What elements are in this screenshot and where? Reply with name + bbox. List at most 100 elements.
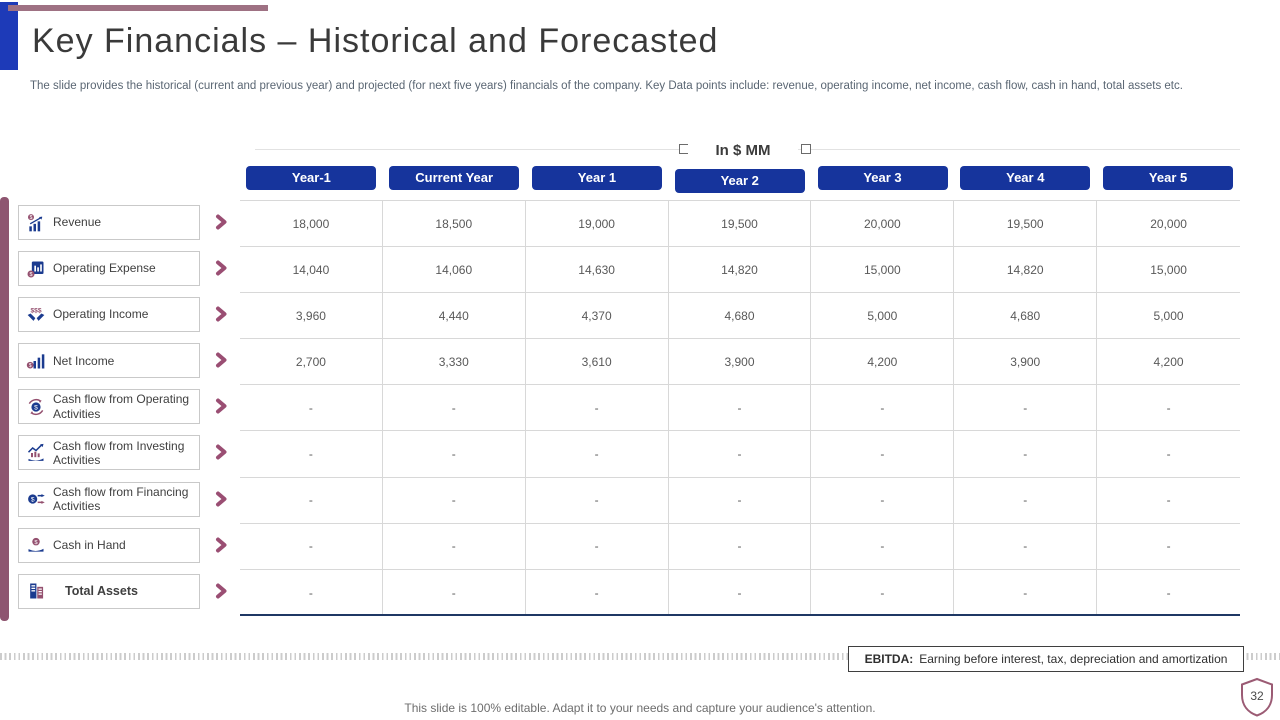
cell-cash-flow-from-financing-activities-year-4[interactable]: - <box>954 477 1098 524</box>
cell-cash-in-hand-year-3[interactable]: - <box>811 523 955 570</box>
column-header-year-1[interactable]: Year-1 <box>246 166 377 190</box>
row-label-operating-income[interactable]: $$$ Operating Income <box>18 297 200 333</box>
cell-operating-income-year-4[interactable]: 4,680 <box>954 293 1098 340</box>
cell-total-assets-year-4[interactable]: - <box>954 569 1098 616</box>
chevron-right-icon <box>214 537 228 553</box>
cell-cash-in-hand-year-1[interactable]: - <box>525 523 669 570</box>
row-label-text: Cash flow from Operating Activities <box>53 392 190 421</box>
row-label-slot: $ Operating Expense <box>18 246 240 292</box>
ebitda-note-box[interactable]: EBITDA: Earning before interest, tax, de… <box>848 646 1244 672</box>
row-label-revenue[interactable]: $ Revenue <box>18 205 200 240</box>
cell-cash-flow-from-financing-activities-current-year[interactable]: - <box>382 477 526 524</box>
cell-cash-flow-from-investing-activities-current-year[interactable]: - <box>382 431 526 478</box>
cell-cash-flow-from-financing-activities-year-2[interactable]: - <box>668 477 812 524</box>
cell-revenue-year-5[interactable]: 20,000 <box>1097 201 1240 248</box>
cell-cash-flow-from-operating-activities-year-1[interactable]: - <box>240 385 383 432</box>
row-label-slot: $ Cash in Hand <box>18 523 240 569</box>
cell-operating-expense-year-2[interactable]: 14,820 <box>668 247 812 294</box>
cell-revenue-year-4[interactable]: 19,500 <box>954 201 1098 248</box>
cell-cash-flow-from-investing-activities-year-3[interactable]: - <box>811 431 955 478</box>
cell-operating-income-year-2[interactable]: 4,680 <box>668 293 812 340</box>
cell-cash-flow-from-financing-activities-year-1[interactable]: - <box>240 477 383 524</box>
cell-net-income-year-1[interactable]: 2,700 <box>240 339 383 386</box>
row-label-total-assets[interactable]: Total Assets <box>18 573 200 609</box>
cell-operating-income-year-1[interactable]: 3,960 <box>240 293 383 340</box>
cell-operating-income-current-year[interactable]: 4,440 <box>382 293 526 340</box>
cell-cash-flow-from-financing-activities-year-3[interactable]: - <box>811 477 955 524</box>
cell-revenue-year-3[interactable]: 20,000 <box>811 201 955 248</box>
cell-total-assets-year-3[interactable]: - <box>811 569 955 616</box>
operating-income-icon: $$$ <box>19 305 53 325</box>
cell-revenue-current-year[interactable]: 18,500 <box>382 201 526 248</box>
cell-cash-flow-from-investing-activities-year-4[interactable]: - <box>954 431 1098 478</box>
cell-net-income-current-year[interactable]: 3,330 <box>382 339 526 386</box>
cell-revenue-year-1[interactable]: 18,000 <box>240 201 383 248</box>
chevron-right-icon <box>214 306 228 322</box>
cell-cash-flow-from-operating-activities-year-3[interactable]: - <box>811 385 955 432</box>
cell-operating-income-year-3[interactable]: 5,000 <box>811 293 955 340</box>
cell-total-assets-year-2[interactable]: - <box>669 569 812 616</box>
row-label-net-income[interactable]: $ Net Income <box>18 343 200 379</box>
cashflow-operating-icon: $ <box>19 397 53 417</box>
cell-net-income-year-3[interactable]: 4,200 <box>811 339 955 386</box>
cell-cash-flow-from-investing-activities-year-1[interactable]: - <box>240 431 383 478</box>
cell-cash-flow-from-operating-activities-current-year[interactable]: - <box>382 385 526 432</box>
column-header-year-3[interactable]: Year 3 <box>817 166 948 190</box>
column-header-year-1[interactable]: Year 1 <box>531 166 662 190</box>
column-header-year-5[interactable]: Year 5 <box>1103 166 1234 190</box>
cell-cash-flow-from-financing-activities-year-5[interactable]: - <box>1097 478 1240 524</box>
cell-cash-in-hand-year-2[interactable]: - <box>668 523 812 570</box>
column-header-year-2[interactable]: Year 2 <box>674 169 805 193</box>
column-header-year-4[interactable]: Year 4 <box>960 166 1091 190</box>
cell-cash-flow-from-operating-activities-year-2[interactable]: - <box>668 385 812 432</box>
cell-total-assets-year-5[interactable]: - <box>1166 585 1171 600</box>
selection-handle-right[interactable] <box>801 144 811 154</box>
row-label-cash-flow-from-investing-activities[interactable]: Cash flow from Investing Activities <box>18 435 200 471</box>
cell-cash-in-hand-year-4[interactable]: - <box>954 523 1098 570</box>
row-label-text: Net Income <box>53 353 115 368</box>
row-label-operating-expense[interactable]: $ Operating Expense <box>18 251 200 287</box>
financials-table: 18,000 18,500 19,000 19,500 20,000 19,500 20,0… <box>240 200 1240 616</box>
row-label-cash-in-hand[interactable]: $ Cash in Hand <box>18 527 200 563</box>
cell-cash-in-hand-year-1[interactable]: - <box>240 523 383 570</box>
row-label-column: $ Revenue $ Operating Expense $$$ Operating I… <box>18 200 240 615</box>
cell-cash-flow-from-investing-activities-year-2[interactable]: - <box>668 431 812 478</box>
cell-net-income-year-2[interactable]: 3,900 <box>668 339 812 386</box>
cell-operating-expense-year-4[interactable]: 14,820 <box>954 247 1098 294</box>
cell-net-income-year-4[interactable]: 3,900 <box>954 339 1098 386</box>
chevron-right-icon <box>214 398 228 414</box>
cell-operating-expense-year-1[interactable]: 14,040 <box>240 247 383 294</box>
cell-total-assets-year-1[interactable]: - <box>240 569 383 616</box>
unit-label[interactable]: In $ MM <box>688 140 798 161</box>
cell-operating-income-year-1[interactable]: 4,370 <box>525 293 669 340</box>
cell-total-assets-year-1[interactable]: - <box>526 569 669 616</box>
net-income-icon: $ <box>19 351 53 371</box>
cell-operating-expense-year-5[interactable]: 15,000 <box>1097 247 1240 294</box>
cell-cash-in-hand-current-year[interactable]: - <box>382 523 526 570</box>
cell-net-income-year-1[interactable]: 3,610 <box>525 339 669 386</box>
cell-operating-expense-year-1[interactable]: 14,630 <box>525 247 669 294</box>
cell-revenue-year-1[interactable]: 19,000 <box>525 201 669 248</box>
row-label-cash-flow-from-operating-activities[interactable]: $ Cash flow from Operating Activities <box>18 389 200 425</box>
cell-operating-expense-year-3[interactable]: 15,000 <box>811 247 955 294</box>
cell-cash-flow-from-investing-activities-year-1[interactable]: - <box>525 431 669 478</box>
cell-cash-in-hand-year-5[interactable]: - <box>1097 524 1240 570</box>
table-bottom-rule <box>240 614 1240 616</box>
cell-total-assets-current-year[interactable]: - <box>383 569 526 616</box>
cell-cash-flow-from-operating-activities-year-1[interactable]: - <box>525 385 669 432</box>
cell-operating-expense-current-year[interactable]: 14,060 <box>382 247 526 294</box>
cell-revenue-year-2[interactable]: 19,500 <box>668 201 812 248</box>
cell-cash-flow-from-operating-activities-year-5[interactable]: - <box>1097 385 1240 432</box>
cell-cash-flow-from-investing-activities-year-5[interactable]: - <box>1097 431 1240 478</box>
svg-text:$: $ <box>30 215 33 221</box>
slide-subtitle: The slide provides the historical (curre… <box>30 80 1183 92</box>
cell-cash-flow-from-financing-activities-year-1[interactable]: - <box>525 477 669 524</box>
cell-operating-income-year-5[interactable]: 5,000 <box>1097 293 1240 340</box>
unit-label-group[interactable]: In $ MM <box>240 140 1240 162</box>
cell-net-income-year-5[interactable]: 4,200 <box>1097 339 1240 386</box>
row-label-cash-flow-from-financing-activities[interactable]: $ Cash flow from Financing Activities <box>18 481 200 517</box>
svg-text:$: $ <box>34 404 38 411</box>
column-header-current-year[interactable]: Current Year <box>389 166 520 190</box>
cell-cash-flow-from-operating-activities-year-4[interactable]: - <box>954 385 1098 432</box>
hatched-divider-line <box>0 653 1280 660</box>
